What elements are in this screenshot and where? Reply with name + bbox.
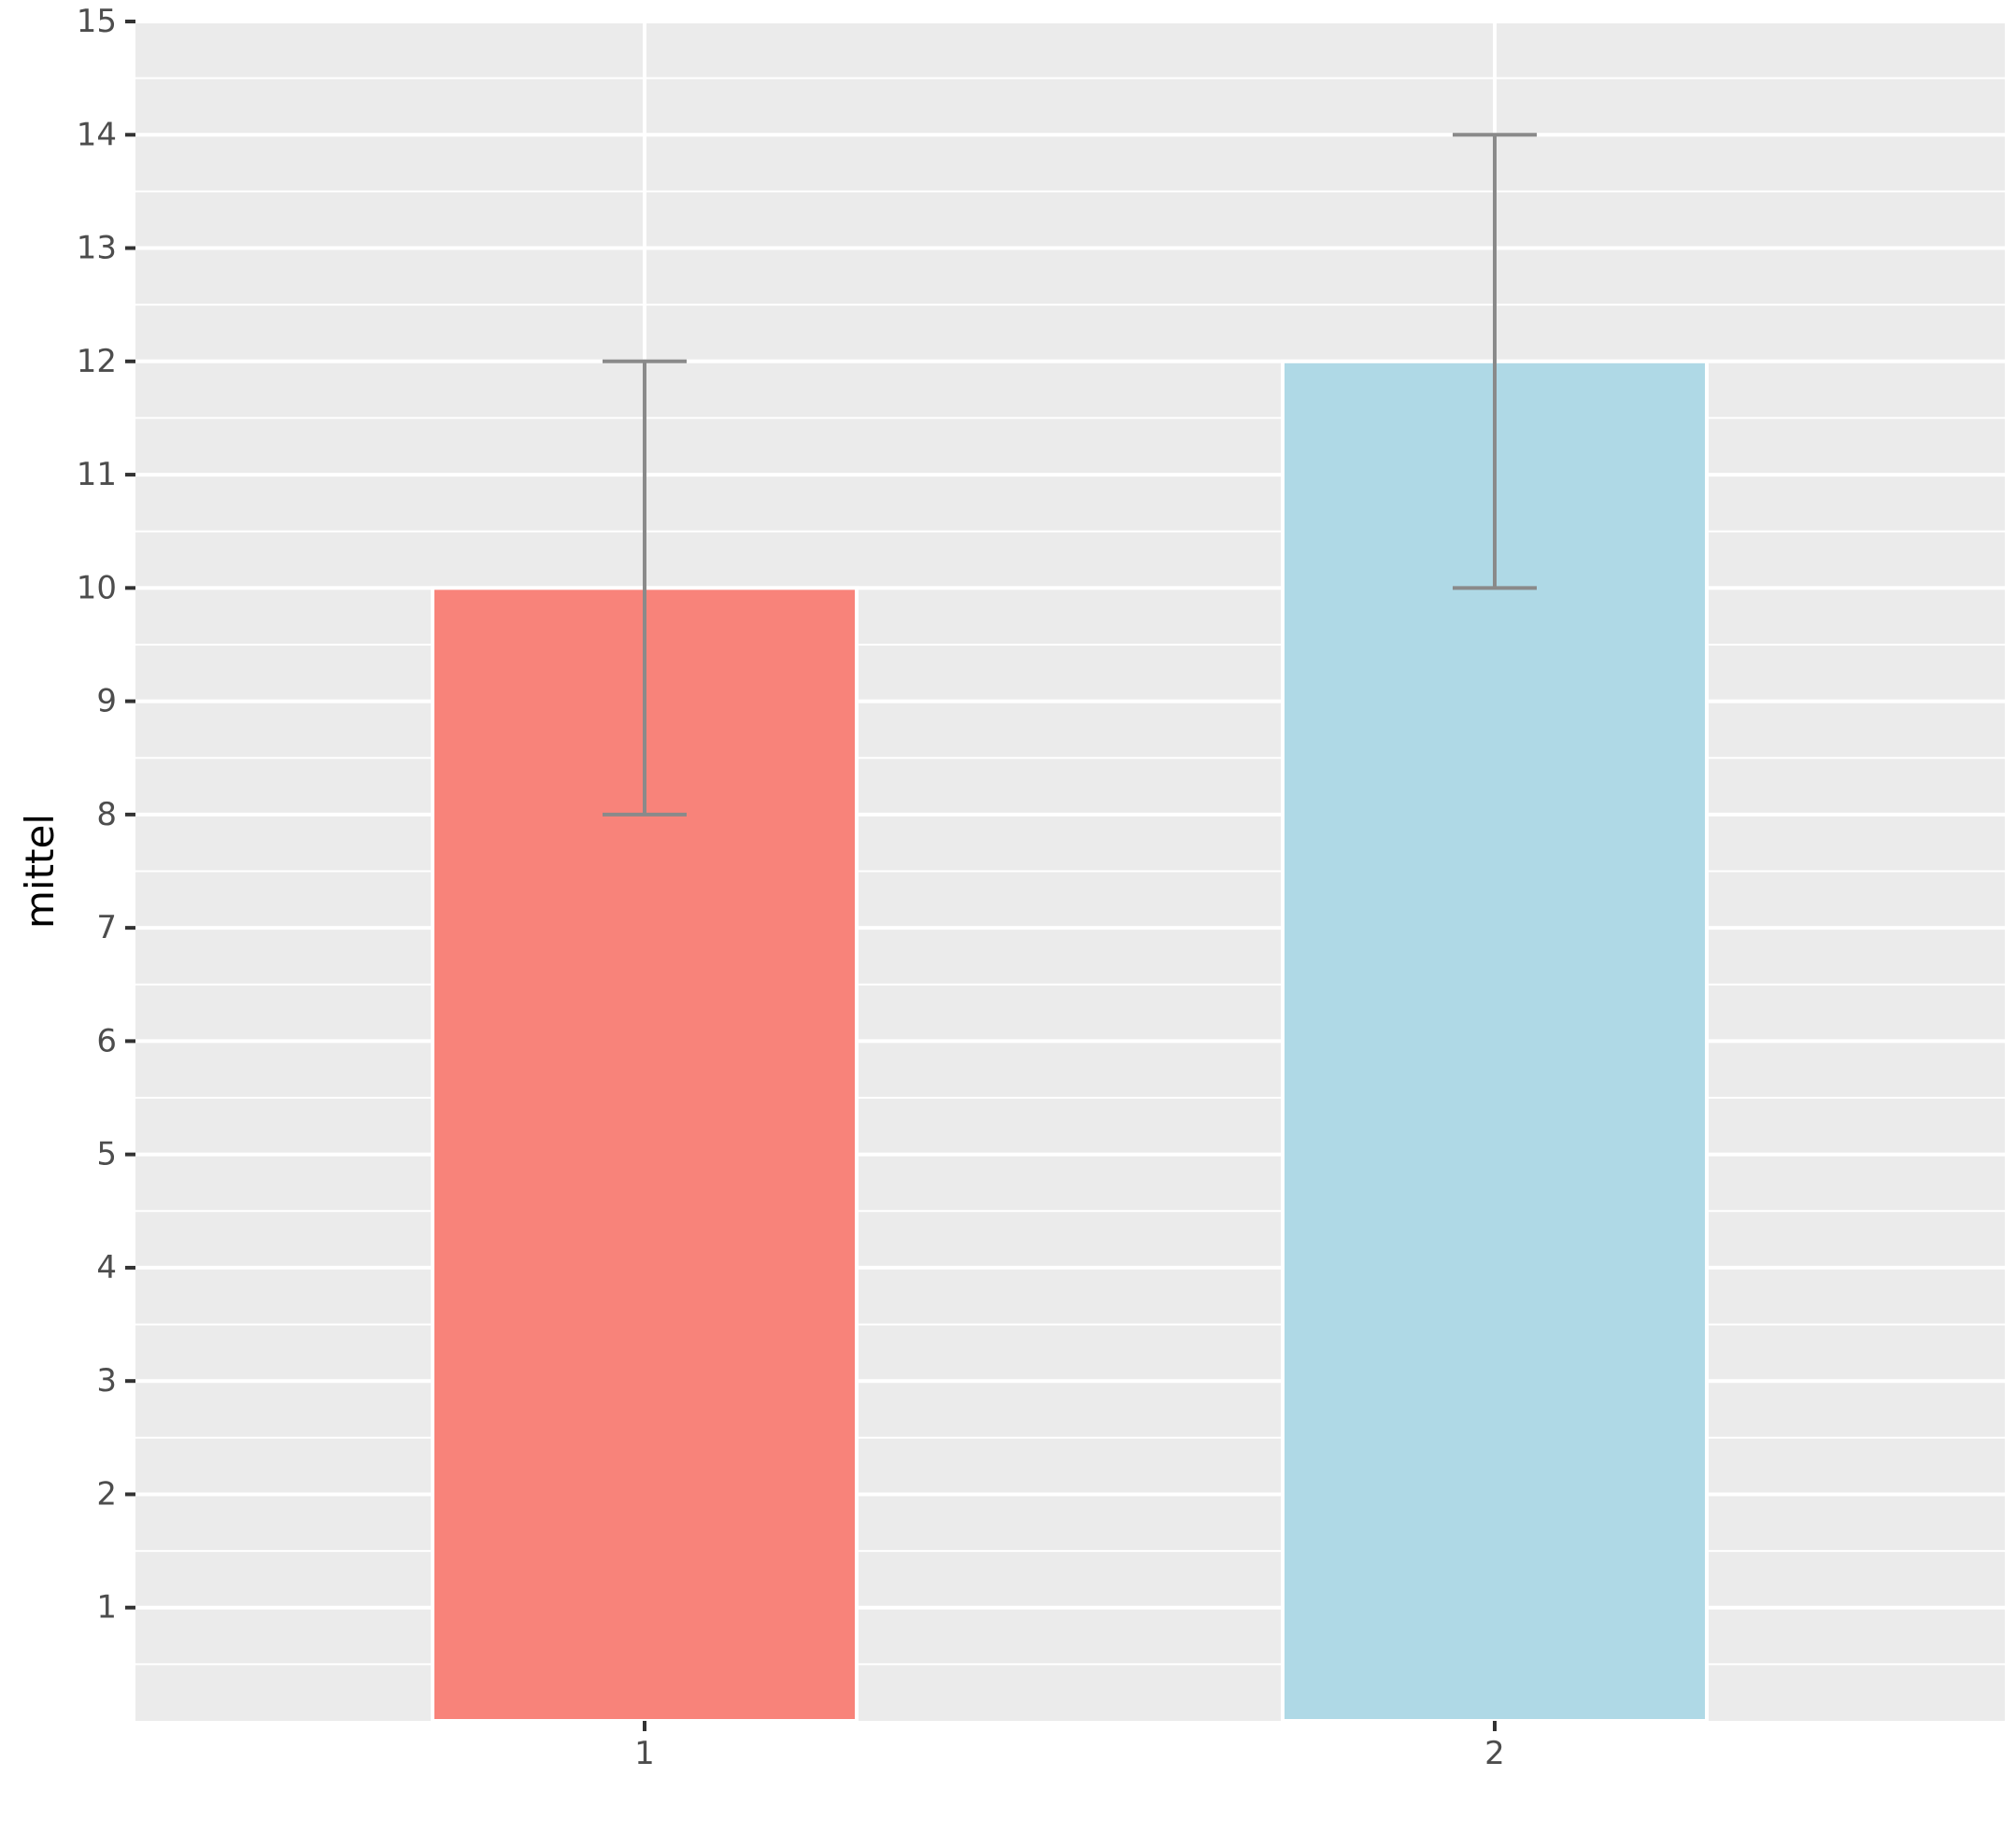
x-tick-label: 2: [1484, 1735, 1505, 1772]
y-tick-label: 8: [96, 796, 117, 833]
y-tick-label: 12: [77, 343, 117, 380]
y-tick-label: 11: [77, 456, 117, 493]
error-bars: [603, 133, 1537, 817]
y-tick-label: 2: [96, 1475, 117, 1513]
y-tick-label: 4: [96, 1249, 117, 1286]
y-tick-label: 6: [96, 1022, 117, 1059]
y-tick-label: 7: [96, 909, 117, 946]
y-tick-label: 1: [96, 1589, 117, 1627]
y-tick-label: 5: [96, 1136, 117, 1173]
y-tick-label: 15: [77, 3, 117, 40]
x-tick-label: 1: [634, 1735, 655, 1772]
y-axis-title: mittel: [17, 814, 63, 929]
y-tick-label: 14: [77, 116, 117, 153]
y-tick-label: 13: [77, 230, 117, 267]
y-tick-label: 3: [96, 1362, 117, 1400]
y-tick-label: 9: [96, 683, 117, 720]
y-tick-label: 10: [77, 569, 117, 606]
